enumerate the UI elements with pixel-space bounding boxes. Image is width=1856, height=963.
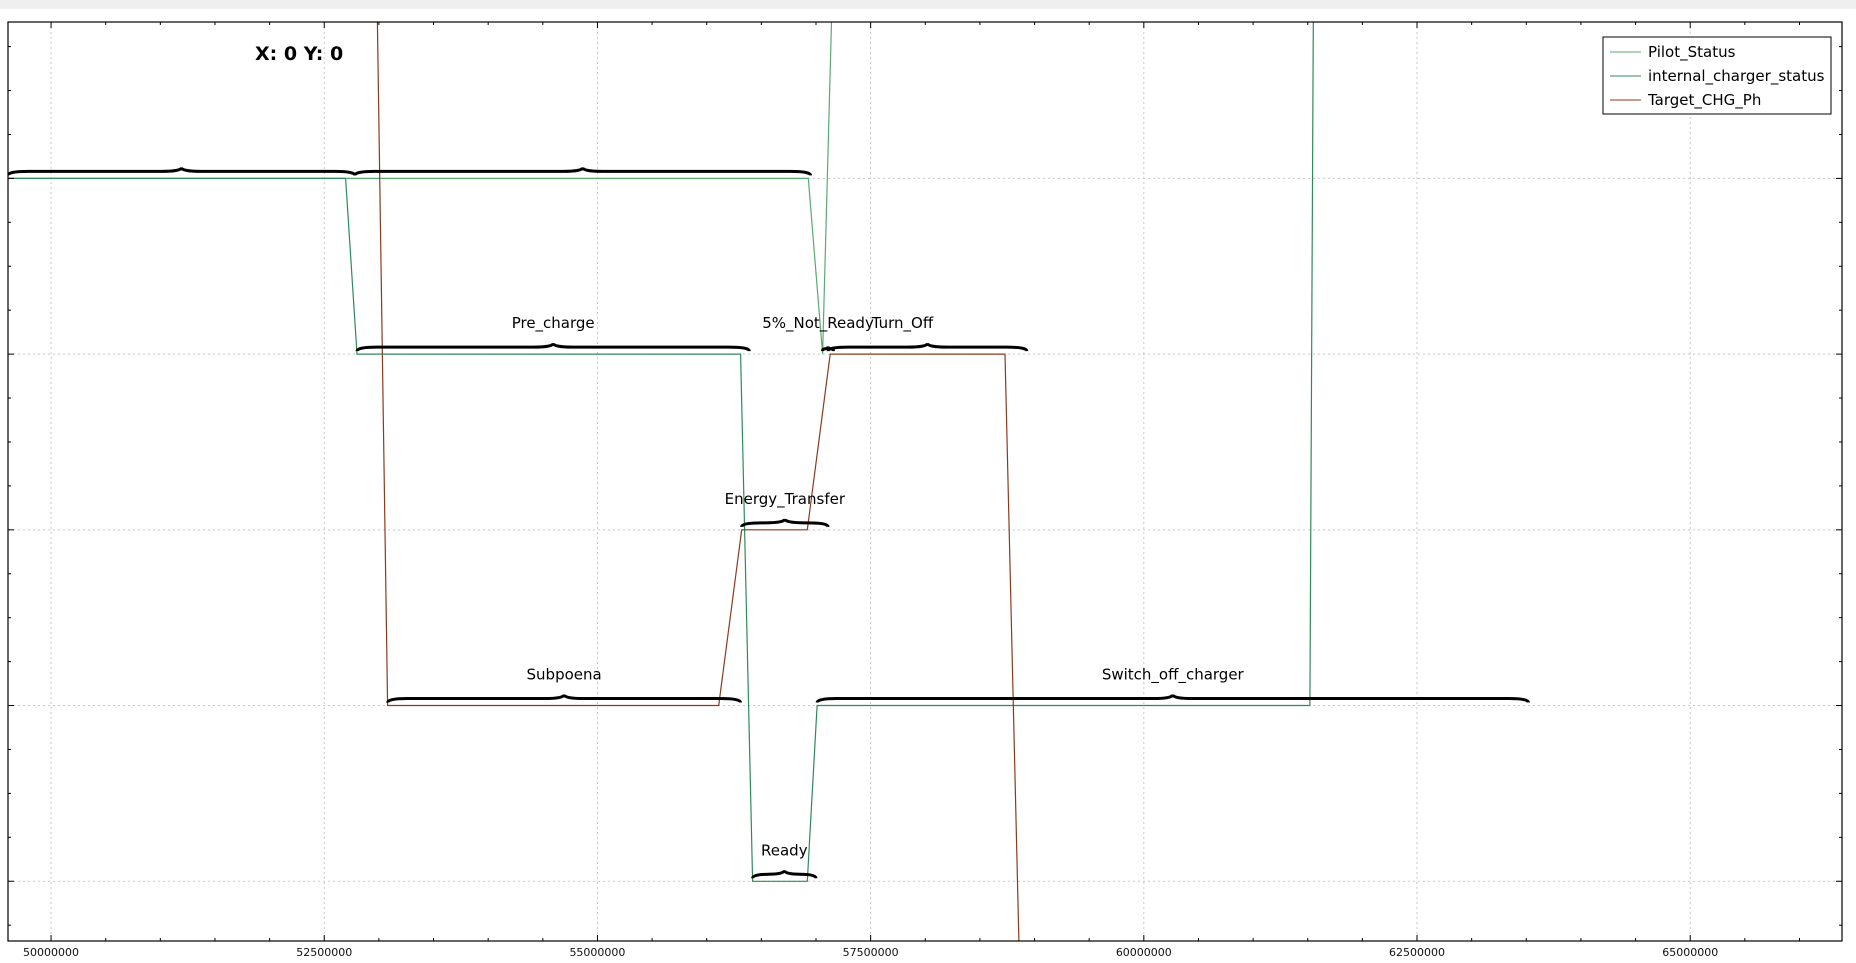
series-layer (8, 22, 1314, 941)
series-line-target-chg-ph (376, 22, 1020, 941)
top-toolbar-strip (0, 0, 1856, 9)
legend[interactable]: Pilot_Status internal_charger_status Tar… (1602, 36, 1832, 115)
legend-internal-charger-status[interactable]: internal_charger_status (1648, 67, 1825, 86)
series-line-internal-charger-status (8, 22, 1314, 882)
axis-ticks: 50000000 52500000 55000000 57500000 60000000… (8, 22, 1842, 959)
x-tick-label: 50000000 (23, 946, 79, 959)
x-tick-label: 52500000 (296, 946, 352, 959)
legend-pilot-status[interactable]: Pilot_Status (1648, 43, 1736, 62)
x-tick-label: 60000000 (1116, 946, 1172, 959)
legend-target-chg-ph[interactable]: Target_CHG_Ph (1647, 91, 1761, 110)
series-line-pilot-status (8, 22, 833, 355)
x-tick-label: 62500000 (1389, 946, 1445, 959)
x-tick-label: 57500000 (843, 946, 899, 959)
annotation-label: Switch_off_charger (1102, 666, 1245, 685)
x-tick-label: 55000000 (569, 946, 625, 959)
annotation-label: Energy_Transfer (725, 490, 846, 509)
annotation-label: 5%_Not_Ready (762, 314, 874, 333)
annotation-label: Subpoena (527, 666, 602, 684)
plot-area (8, 22, 1842, 941)
coordinate-readout: X: 0 Y: 0 (255, 43, 343, 65)
x-tick-label: 65000000 (1662, 946, 1718, 959)
annotation-label: Turn_Off (871, 314, 934, 333)
annotation-label: Ready (761, 841, 808, 859)
annotation-label: Pre_charge (512, 314, 595, 333)
